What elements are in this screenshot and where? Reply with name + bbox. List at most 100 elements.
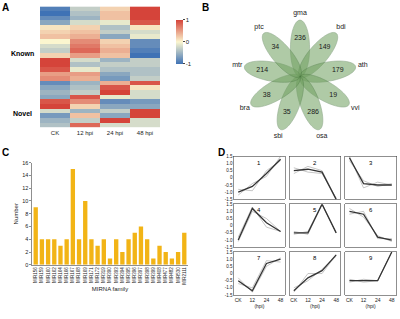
svg-text:MIR171: MIR171 — [89, 267, 94, 283]
svg-text:7: 7 — [257, 255, 261, 261]
svg-text:-1.5: -1.5 — [225, 293, 233, 298]
svg-text:osa: osa — [316, 132, 327, 139]
svg-text:MIR482: MIR482 — [169, 267, 174, 283]
svg-text:0: 0 — [230, 223, 233, 228]
svg-text:(hpi): (hpi) — [366, 303, 376, 309]
svg-text:149: 149 — [319, 43, 331, 50]
svg-text:10: 10 — [22, 198, 28, 204]
svg-text:Known: Known — [11, 50, 34, 57]
svg-text:(hpi): (hpi) — [254, 303, 264, 309]
svg-text:5: 5 — [313, 207, 317, 213]
svg-text:0.5: 0.5 — [226, 216, 233, 221]
svg-text:16: 16 — [22, 160, 28, 166]
svg-text:sbi: sbi — [274, 132, 283, 139]
svg-text:MIR160: MIR160 — [46, 267, 51, 283]
svg-text:12: 12 — [305, 297, 311, 303]
svg-text:MIR319: MIR319 — [101, 267, 106, 283]
svg-text:CK: CK — [346, 297, 354, 303]
svg-text:0.5: 0.5 — [226, 264, 233, 269]
svg-text:12: 12 — [250, 297, 256, 303]
svg-text:C: C — [2, 147, 9, 158]
svg-text:-1.0: -1.0 — [225, 285, 233, 290]
svg-text:6: 6 — [369, 207, 373, 213]
svg-text:35: 35 — [283, 108, 291, 115]
svg-text:ath: ath — [358, 61, 368, 68]
svg-text:286: 286 — [307, 108, 319, 115]
svg-text:48: 48 — [278, 297, 284, 303]
svg-text:MIR169: MIR169 — [83, 267, 88, 283]
svg-text:2: 2 — [313, 160, 317, 166]
svg-text:MIR166: MIR166 — [64, 267, 69, 283]
svg-text:0.5: 0.5 — [226, 168, 233, 173]
svg-text:gma: gma — [293, 9, 307, 17]
svg-text:-0.5: -0.5 — [225, 278, 233, 283]
svg-text:MIR168: MIR168 — [77, 267, 82, 283]
svg-text:1.0: 1.0 — [226, 209, 233, 214]
svg-text:24: 24 — [264, 297, 270, 303]
svg-text:24: 24 — [319, 297, 325, 303]
svg-text:48: 48 — [333, 297, 339, 303]
svg-text:bdi: bdi — [336, 23, 346, 30]
svg-text:MIR399: MIR399 — [151, 267, 156, 283]
svg-text:MIR394: MIR394 — [120, 267, 125, 283]
svg-text:4: 4 — [25, 236, 28, 242]
svg-text:0: 0 — [186, 39, 190, 45]
svg-text:vvi: vvi — [351, 104, 360, 111]
svg-text:6: 6 — [25, 223, 28, 229]
svg-text:236: 236 — [294, 34, 306, 41]
svg-text:MIR164: MIR164 — [58, 267, 63, 283]
svg-text:Number: Number — [13, 203, 19, 224]
svg-text:(hpi): (hpi) — [310, 303, 320, 309]
svg-text:-1: -1 — [186, 61, 192, 67]
svg-text:1.5: 1.5 — [226, 202, 233, 207]
svg-text:1: 1 — [257, 160, 261, 166]
svg-text:1.5: 1.5 — [226, 250, 233, 255]
svg-text:MIR396: MIR396 — [132, 267, 137, 283]
svg-text:1: 1 — [186, 17, 190, 23]
svg-text:38: 38 — [263, 92, 271, 99]
svg-text:MIR393: MIR393 — [114, 267, 119, 283]
svg-text:ptc: ptc — [254, 23, 264, 31]
svg-text:12: 12 — [361, 297, 367, 303]
svg-text:24: 24 — [375, 297, 381, 303]
svg-text:0: 0 — [25, 262, 28, 268]
svg-text:Novel: Novel — [13, 110, 32, 117]
svg-text:MIR156: MIR156 — [33, 267, 38, 283]
svg-text:0: 0 — [230, 271, 233, 276]
svg-text:48: 48 — [389, 297, 395, 303]
svg-text:34: 34 — [271, 43, 279, 50]
svg-text:12 hpi: 12 hpi — [77, 130, 93, 136]
svg-text:48 hpi: 48 hpi — [137, 130, 153, 136]
svg-text:4: 4 — [257, 207, 261, 213]
svg-text:bra: bra — [240, 104, 250, 111]
svg-text:MIR390: MIR390 — [107, 267, 112, 283]
svg-text:MIR530: MIR530 — [176, 267, 181, 283]
svg-text:-1.0: -1.0 — [225, 238, 233, 243]
svg-text:MIR159: MIR159 — [39, 267, 44, 283]
svg-text:MIR2111: MIR2111 — [182, 267, 187, 285]
svg-text:MIR395: MIR395 — [126, 267, 131, 283]
svg-text:MIR477: MIR477 — [163, 267, 168, 283]
svg-text:B: B — [202, 2, 209, 13]
svg-text:-1.0: -1.0 — [225, 190, 233, 195]
svg-text:MIR408: MIR408 — [157, 267, 162, 283]
svg-text:-1.5: -1.5 — [225, 245, 233, 250]
svg-text:-0.5: -0.5 — [225, 230, 233, 235]
svg-text:1.0: 1.0 — [226, 257, 233, 262]
svg-text:19: 19 — [329, 92, 337, 99]
svg-text:1.0: 1.0 — [226, 161, 233, 166]
svg-text:3: 3 — [369, 160, 373, 166]
svg-text:8: 8 — [25, 211, 28, 217]
svg-text:14: 14 — [22, 172, 28, 178]
svg-text:9: 9 — [369, 255, 373, 261]
svg-text:-0.5: -0.5 — [225, 183, 233, 188]
svg-text:CK: CK — [290, 297, 298, 303]
svg-text:MIR397: MIR397 — [138, 267, 143, 283]
svg-text:1.5: 1.5 — [226, 154, 233, 159]
svg-text:0: 0 — [230, 175, 233, 180]
svg-text:CK: CK — [51, 130, 59, 136]
svg-text:MIR162: MIR162 — [52, 267, 57, 283]
svg-text:CK: CK — [235, 297, 243, 303]
svg-text:D: D — [218, 147, 225, 158]
svg-text:MIR398: MIR398 — [145, 267, 150, 283]
